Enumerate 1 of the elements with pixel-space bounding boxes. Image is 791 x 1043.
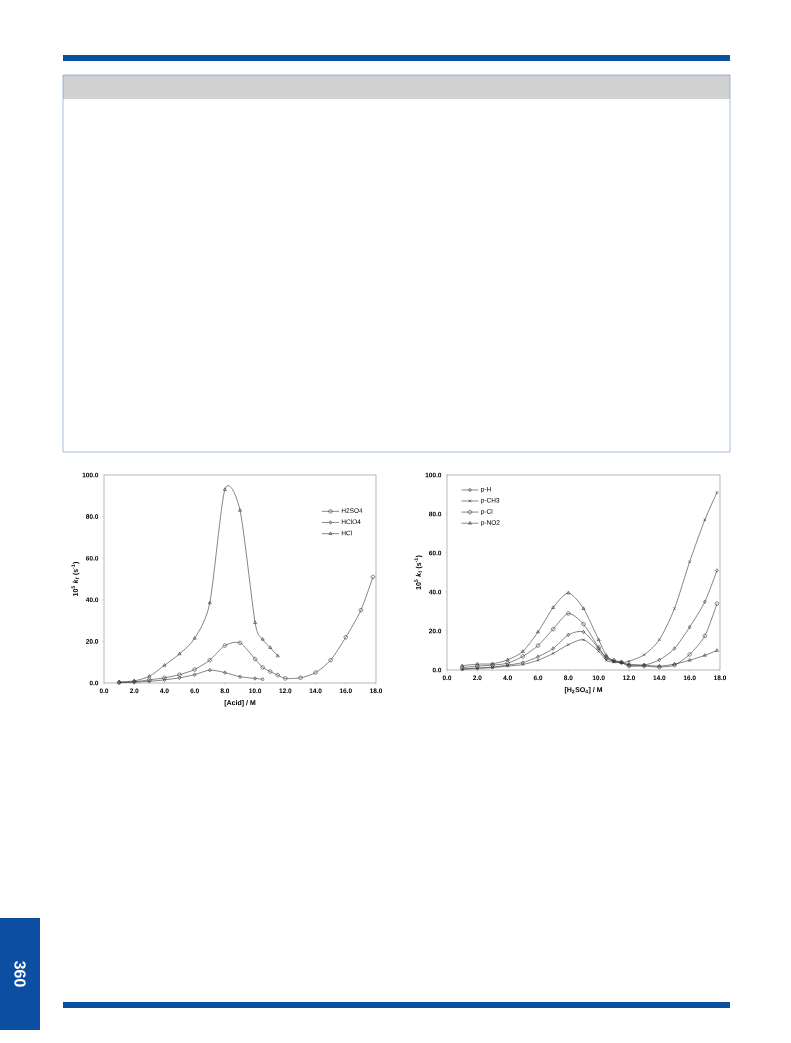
text: 360 [14, 961, 26, 987]
